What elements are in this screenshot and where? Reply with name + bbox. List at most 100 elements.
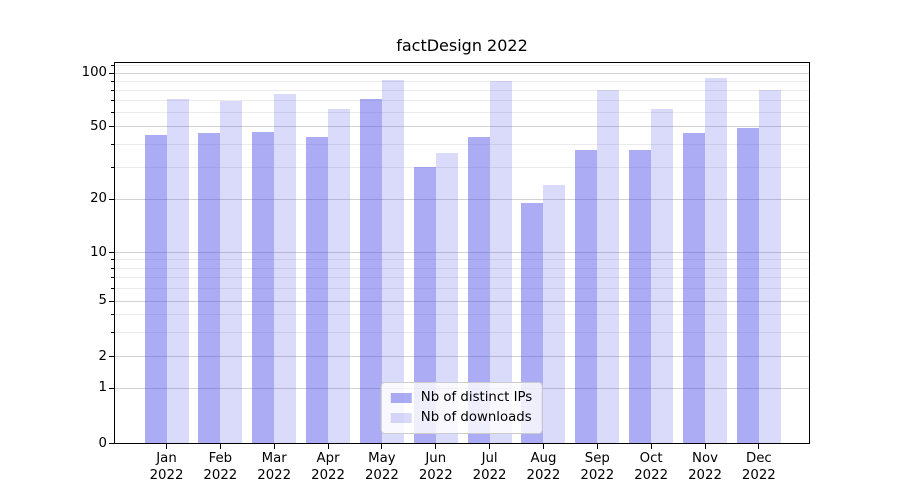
bar-distinct-ips-may [359, 98, 382, 444]
x-tick-label: Aug 2022 [511, 451, 575, 484]
bar-downloads-dec [758, 90, 781, 444]
x-tick-month: Feb [208, 451, 233, 466]
legend: Nb of distinct IPs Nb of downloads [380, 381, 544, 434]
x-tick-mark [704, 443, 706, 449]
minor-gridline [114, 65, 810, 67]
y-minor-tick-mark [111, 65, 114, 67]
x-tick-mark [327, 443, 329, 449]
bar-distinct-ips-nov [683, 133, 705, 444]
x-tick-year: 2022 [418, 467, 453, 483]
y-minor-tick-mark [111, 112, 114, 114]
y-tick-label: 50 [90, 118, 107, 134]
y-tick-mark [109, 300, 114, 302]
minor-gridline [114, 259, 810, 261]
bar-downloads-mar [274, 94, 297, 444]
chart-title: factDesign 2022 [396, 36, 528, 55]
x-tick-month: May [368, 451, 396, 466]
major-gridline [114, 198, 810, 200]
x-tick-year: 2022 [364, 467, 399, 483]
x-tick-mark [381, 443, 383, 449]
major-gridline [114, 72, 810, 74]
legend-swatch-downloads [390, 412, 412, 423]
y-minor-tick-mark [111, 259, 114, 261]
y-minor-tick-mark [111, 143, 114, 145]
x-tick-mark [166, 443, 167, 449]
x-tick-label: Apr 2022 [296, 451, 360, 484]
x-tick-year: 2022 [741, 467, 776, 483]
legend-entry-distinct-ips: Nb of distinct IPs [390, 388, 532, 408]
y-minor-tick-mark [111, 80, 114, 82]
x-tick-month: Mar [261, 451, 287, 466]
legend-swatch-distinct-ips [390, 392, 412, 403]
y-tick-mark [109, 198, 114, 200]
bar-distinct-ips-mar [252, 131, 275, 444]
y-minor-tick-mark [111, 314, 114, 316]
major-gridline [114, 126, 810, 128]
major-gridline [114, 252, 810, 253]
bar-distinct-ips-jul [467, 136, 490, 444]
bar-downloads-may [381, 79, 404, 444]
minor-gridline [114, 267, 810, 269]
major-gridline [114, 356, 810, 358]
x-tick-year: 2022 [149, 467, 184, 483]
y-minor-tick-mark [111, 331, 114, 333]
bar-downloads-feb [220, 100, 243, 444]
minor-gridline [114, 276, 810, 278]
x-tick-month: Oct [639, 451, 663, 466]
bar-distinct-ips-jun [413, 167, 436, 444]
plot-area: Nb of distinct IPs Nb of downloads [114, 62, 810, 444]
x-tick-year: 2022 [688, 467, 722, 483]
x-tick-label: Mar 2022 [242, 451, 306, 484]
y-tick-label: 1 [98, 380, 107, 395]
bar-downloads-jun [435, 152, 458, 444]
x-tick-label: Oct 2022 [619, 451, 683, 484]
minor-gridline [114, 314, 810, 316]
y-minor-tick-mark [111, 100, 114, 102]
x-tick-month: Sep [584, 451, 610, 466]
legend-entry-downloads: Nb of downloads [390, 408, 532, 428]
legend-label-downloads: Nb of downloads [420, 410, 532, 425]
minor-gridline [114, 287, 810, 289]
bar-downloads-oct [651, 108, 674, 444]
y-minor-tick-mark [111, 89, 114, 91]
x-tick-year: 2022 [203, 467, 238, 483]
minor-gridline [114, 112, 810, 114]
major-gridline [114, 300, 810, 302]
bar-downloads-jan [166, 98, 189, 444]
x-tick-label: May 2022 [350, 451, 414, 484]
minor-gridline [114, 331, 810, 333]
y-minor-tick-mark [111, 287, 114, 289]
y-minor-tick-mark [111, 267, 114, 269]
y-tick-label: 0 [98, 435, 107, 451]
bar-downloads-aug [543, 184, 566, 444]
x-tick-label: Jun 2022 [404, 451, 468, 484]
x-tick-label: Sep 2022 [565, 451, 629, 484]
bar-downloads-nov [705, 78, 727, 444]
y-minor-tick-mark [111, 166, 114, 168]
x-tick-mark [758, 443, 760, 449]
x-tick-mark [489, 443, 491, 449]
x-tick-mark [542, 443, 544, 449]
x-tick-month: Apr [316, 451, 340, 466]
y-minor-tick-mark [111, 276, 114, 278]
y-tick-mark [109, 72, 114, 74]
y-tick-label: 2 [98, 348, 107, 364]
x-tick-month: Aug [530, 451, 557, 466]
minor-gridline [114, 80, 810, 82]
y-tick-label: 10 [90, 244, 107, 260]
x-tick-label: Nov 2022 [673, 451, 737, 484]
y-tick-label: 100 [81, 65, 107, 81]
bar-distinct-ips-dec [736, 128, 759, 444]
x-tick-month: Dec [745, 451, 772, 466]
x-tick-mark [596, 443, 598, 449]
y-tick-mark [109, 356, 114, 358]
x-tick-year: 2022 [526, 467, 561, 483]
x-tick-mark [219, 443, 221, 449]
x-tick-year: 2022 [580, 467, 615, 483]
y-tick-mark [109, 387, 114, 389]
x-tick-mark [435, 443, 437, 449]
y-tick-mark [109, 252, 114, 253]
bar-distinct-ips-oct [629, 150, 652, 444]
y-tick-label: 20 [90, 191, 107, 206]
